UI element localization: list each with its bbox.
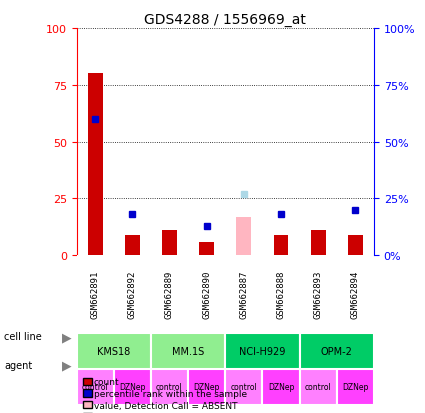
Text: GSM662892: GSM662892 [128,271,137,319]
FancyBboxPatch shape [300,333,374,369]
Text: control: control [156,382,183,392]
Bar [162,231,177,256]
Text: control: control [230,382,257,392]
FancyBboxPatch shape [151,369,188,405]
Text: control: control [82,382,108,392]
Title: GDS4288 / 1556969_at: GDS4288 / 1556969_at [144,12,306,26]
Text: percentile rank within the sample: percentile rank within the sample [94,389,246,398]
Bar [311,231,326,256]
Text: OPM-2: OPM-2 [321,346,353,356]
Text: NCI-H929: NCI-H929 [239,346,286,356]
Text: rank, Detection Call = ABSENT: rank, Detection Call = ABSENT [94,412,232,413]
Text: KMS18: KMS18 [97,346,130,356]
FancyBboxPatch shape [225,369,262,405]
Text: GSM662887: GSM662887 [239,271,248,319]
Text: GSM662889: GSM662889 [165,271,174,319]
Text: ▶: ▶ [62,359,71,372]
Text: GSM662894: GSM662894 [351,271,360,319]
FancyBboxPatch shape [151,333,225,369]
Text: DZNep: DZNep [193,382,220,392]
Text: control: control [305,382,332,392]
FancyBboxPatch shape [300,369,337,405]
Text: GSM662888: GSM662888 [277,271,286,319]
Text: GSM662891: GSM662891 [91,271,99,319]
FancyBboxPatch shape [113,369,151,405]
FancyBboxPatch shape [76,333,151,369]
Text: agent: agent [4,361,32,370]
Text: DZNep: DZNep [342,382,368,392]
Bar [199,242,214,256]
Bar [348,235,363,256]
FancyBboxPatch shape [225,333,300,369]
Bar [125,235,140,256]
Text: GSM662893: GSM662893 [314,271,323,319]
FancyBboxPatch shape [262,369,300,405]
Bar [236,217,251,256]
Text: DZNep: DZNep [119,382,145,392]
Text: MM.1S: MM.1S [172,346,204,356]
Text: cell line: cell line [4,332,42,342]
Text: value, Detection Call = ABSENT: value, Detection Call = ABSENT [94,401,237,410]
Bar [88,74,102,256]
FancyBboxPatch shape [337,369,374,405]
Text: count: count [94,377,119,387]
Bar [274,235,289,256]
FancyBboxPatch shape [188,369,225,405]
FancyBboxPatch shape [76,369,113,405]
Text: GSM662890: GSM662890 [202,271,211,319]
Text: ▶: ▶ [62,330,71,343]
Text: DZNep: DZNep [268,382,294,392]
